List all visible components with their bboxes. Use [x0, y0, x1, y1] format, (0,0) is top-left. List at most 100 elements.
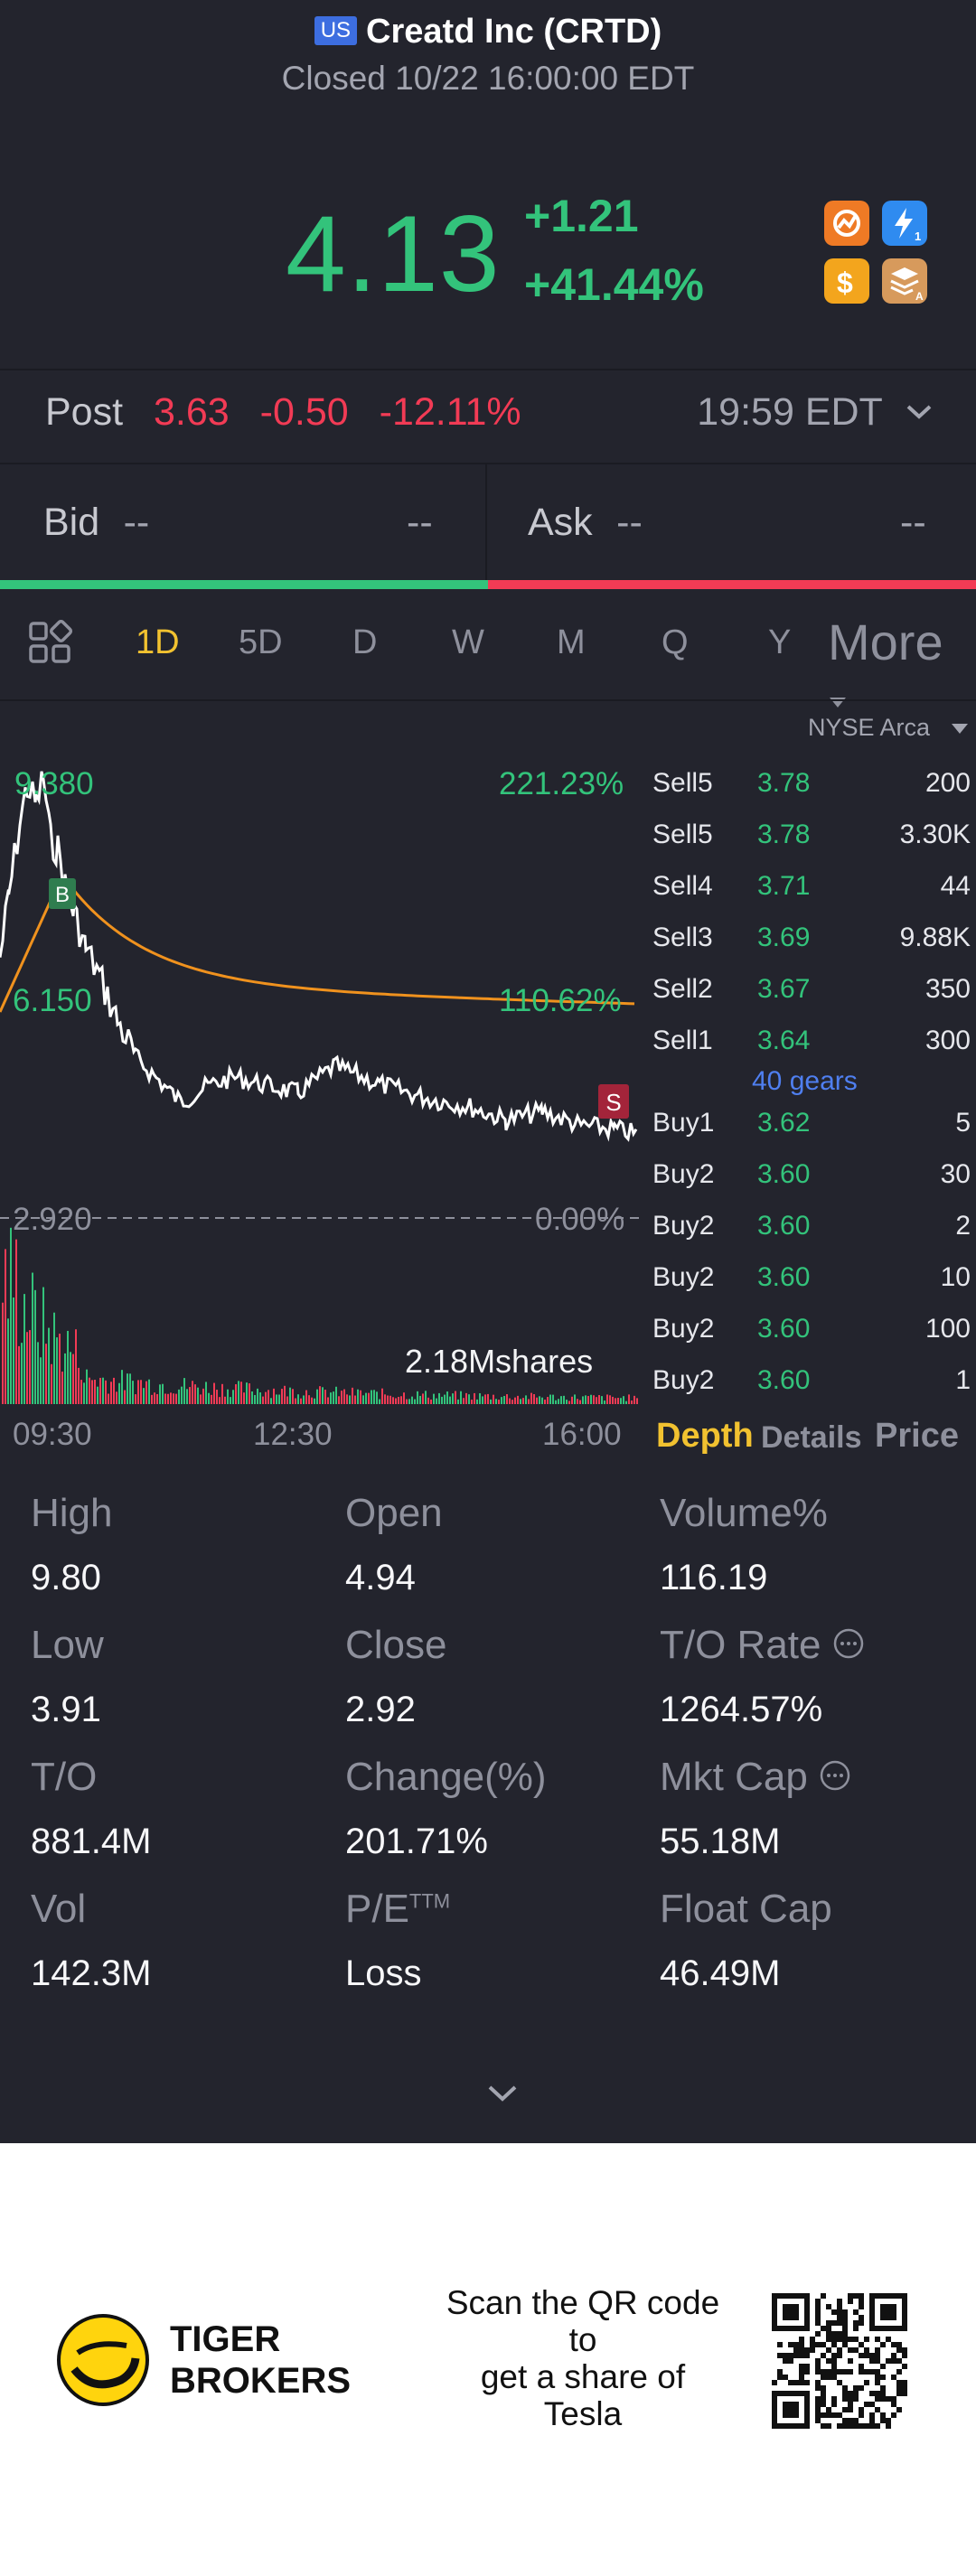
intraday-chart[interactable]: B S: [0, 750, 643, 1410]
order-price: 3.78: [757, 820, 811, 849]
volume-bar: [636, 1398, 638, 1404]
tab-1d[interactable]: 1D: [136, 623, 180, 661]
volume-bar: [243, 1392, 245, 1404]
grid-icon[interactable]: [27, 619, 73, 670]
volume-bar: [601, 1396, 603, 1404]
qr-module: [831, 2309, 837, 2315]
qr-module: [815, 2299, 821, 2304]
volume-bar: [585, 1395, 587, 1404]
y-label-base: 2.920: [13, 1202, 92, 1237]
qr-module: [853, 2309, 859, 2315]
stat-turnover-rate[interactable]: T/O Rate: [660, 1623, 865, 1668]
volume-bar: [411, 1396, 413, 1404]
qr-module: [869, 2412, 875, 2418]
qr-module: [896, 2358, 902, 2364]
last-price: 4.13: [286, 193, 501, 314]
exchange-selector[interactable]: NYSE Arca: [808, 714, 970, 742]
volume-bar: [368, 1392, 370, 1404]
volume-bar: [40, 1357, 42, 1404]
volume-bar: [273, 1388, 275, 1404]
tab-d[interactable]: D: [352, 623, 378, 661]
volume-bar: [91, 1380, 93, 1404]
lightning-icon[interactable]: 1: [882, 201, 927, 246]
y-label-top: 9.380: [14, 766, 94, 801]
qr-module: [891, 2396, 896, 2402]
qr-module: [821, 2369, 826, 2375]
ask-strength-bar: [488, 580, 976, 589]
order-level-label: Sell3: [652, 923, 713, 952]
expand-icon[interactable]: [486, 2084, 519, 2108]
tab-m[interactable]: M: [557, 623, 586, 661]
market-icon[interactable]: [824, 201, 869, 246]
more-periods-button[interactable]: More: [828, 613, 976, 730]
tab-details[interactable]: Details: [761, 1420, 862, 1455]
sell-marker-label: S: [605, 1089, 621, 1116]
info-icon[interactable]: [819, 1759, 851, 1792]
volume-bar: [140, 1380, 142, 1404]
qr-module: [826, 2358, 831, 2364]
qr-module: [793, 2380, 799, 2385]
volume-bar: [530, 1392, 532, 1404]
qr-module: [837, 2353, 842, 2358]
gears-label[interactable]: 40 gears: [752, 1066, 858, 1096]
qr-module: [859, 2293, 864, 2299]
volume-bar: [596, 1397, 597, 1404]
sell-marker[interactable]: [598, 1084, 629, 1119]
qr-module: [869, 2418, 875, 2423]
stat-open-value: 4.94: [345, 1558, 416, 1597]
info-icon[interactable]: [832, 1627, 865, 1660]
volume-bars: [2, 1227, 638, 1404]
ask-price: --: [616, 501, 643, 544]
volume-bar: [148, 1379, 150, 1404]
volume-bar: [303, 1395, 305, 1404]
qr-module: [815, 2369, 821, 2375]
qr-module: [831, 2342, 837, 2347]
qr-module: [826, 2326, 831, 2331]
divider: [0, 369, 976, 370]
qr-code[interactable]: [772, 2293, 907, 2429]
layers-icon[interactable]: A: [882, 258, 927, 304]
tab-price[interactable]: Price: [875, 1417, 959, 1455]
tiger-logo: [57, 2314, 149, 2406]
volume-bar: [389, 1395, 391, 1404]
sell-order-row: Sell2 3.67 350: [652, 974, 971, 1026]
volume-bar: [21, 1343, 23, 1404]
dollar-icon[interactable]: $: [824, 258, 869, 304]
qr-module: [837, 2380, 842, 2385]
tab-5d[interactable]: 5D: [239, 623, 283, 661]
stat-float-cap-label: Float Cap: [660, 1887, 832, 1931]
volume-bar: [414, 1399, 416, 1404]
qr-module: [810, 2347, 815, 2353]
qr-module: [891, 2412, 896, 2418]
volume-bar: [135, 1394, 136, 1404]
qr-module: [848, 2347, 853, 2353]
volume-bar: [471, 1400, 473, 1404]
volume-bar: [295, 1398, 296, 1404]
stat-open-label: Open: [345, 1491, 443, 1535]
qr-module: [902, 2364, 907, 2369]
qr-module: [821, 2423, 826, 2429]
tab-w[interactable]: W: [452, 623, 484, 661]
post-time-selector[interactable]: 19:59 EDT: [697, 390, 933, 435]
buy-marker[interactable]: [49, 878, 76, 909]
sell-order-row: Sell5 3.78 200: [652, 768, 971, 820]
volume-bar: [61, 1372, 63, 1404]
qr-module: [859, 2304, 864, 2309]
qr-module: [875, 2337, 880, 2342]
volume-bar: [631, 1400, 633, 1404]
volume-bar: [154, 1392, 155, 1404]
stat-mkt-cap[interactable]: Mkt Cap: [660, 1755, 851, 1800]
volume-bar: [319, 1386, 321, 1404]
volume-bar: [238, 1381, 239, 1404]
order-price: 3.60: [757, 1159, 811, 1189]
volume-bar: [487, 1393, 489, 1404]
tab-y[interactable]: Y: [768, 623, 792, 661]
volume-bar: [620, 1398, 622, 1404]
tab-depth[interactable]: Depth: [656, 1417, 754, 1455]
order-qty: 5: [955, 1108, 971, 1138]
promo-line4: Tesla: [543, 2395, 623, 2432]
qr-module: [831, 2364, 837, 2369]
qr-module: [831, 2353, 837, 2358]
stat-close-value: 2.92: [345, 1690, 416, 1729]
tab-q[interactable]: Q: [662, 623, 689, 661]
